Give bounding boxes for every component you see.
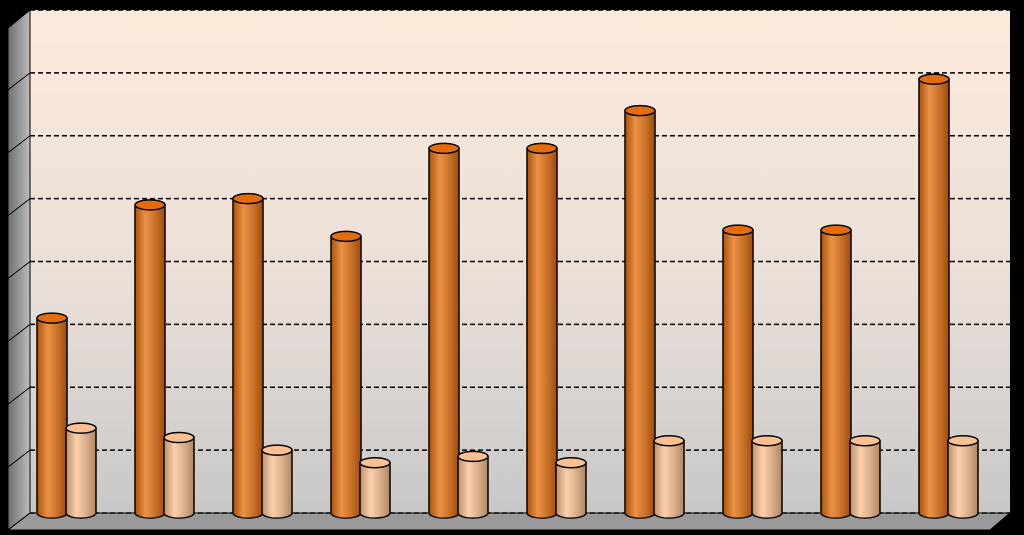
cylinder-top	[428, 142, 460, 155]
cylinder-shade	[654, 440, 684, 518]
cylinder-top	[65, 422, 97, 434]
tick-mark	[7, 386, 31, 405]
cylinder-shade	[821, 230, 851, 518]
cylinder-shade	[948, 440, 978, 518]
cylinder-shade	[331, 236, 361, 518]
tick-mark	[7, 9, 31, 28]
cylinder-top	[359, 456, 391, 469]
tick-mark	[7, 323, 31, 342]
cylinder-top	[653, 434, 685, 447]
cylinder-shade	[752, 440, 782, 518]
cylinder-shade	[164, 437, 194, 518]
cylinder-top	[722, 224, 754, 236]
cylinder-shade	[556, 462, 586, 518]
cylinder-top	[261, 444, 293, 456]
cylinder-shade	[458, 456, 488, 518]
cylinder-shade	[233, 198, 263, 518]
cylinder-shade	[360, 462, 390, 518]
cylinder-shade	[527, 148, 557, 518]
tick-mark	[7, 135, 31, 154]
cylinder-shade	[919, 79, 949, 518]
cylinder-top	[947, 434, 979, 447]
cylinder-shade	[723, 230, 753, 518]
cylinder-shade	[37, 318, 67, 518]
cylinder-shade	[429, 148, 459, 518]
cylinder-top	[330, 230, 362, 243]
cylinder-top	[849, 434, 881, 447]
cylinder-shade	[66, 428, 96, 518]
tick-mark	[7, 512, 31, 531]
cylinder-top	[918, 73, 950, 85]
cylinder-shade	[850, 440, 880, 518]
cylinder-shade	[262, 450, 292, 518]
cylinder-top	[526, 142, 558, 155]
cylinder-shade	[625, 110, 655, 518]
cylinder-top	[820, 224, 852, 236]
cylinder-top	[36, 312, 68, 324]
cylinder-top	[232, 192, 264, 205]
cylinder-top	[163, 431, 195, 444]
cylinder-top	[555, 456, 587, 469]
cylinder-top	[457, 450, 489, 463]
tick-mark	[7, 449, 31, 468]
cylinder-top	[134, 199, 166, 211]
tick-mark	[7, 261, 31, 279]
tick-mark	[7, 72, 31, 91]
cylinder-top	[751, 434, 783, 447]
tick-mark	[7, 198, 31, 217]
cylinder-shade	[135, 204, 165, 518]
cylinder-top	[624, 104, 656, 117]
